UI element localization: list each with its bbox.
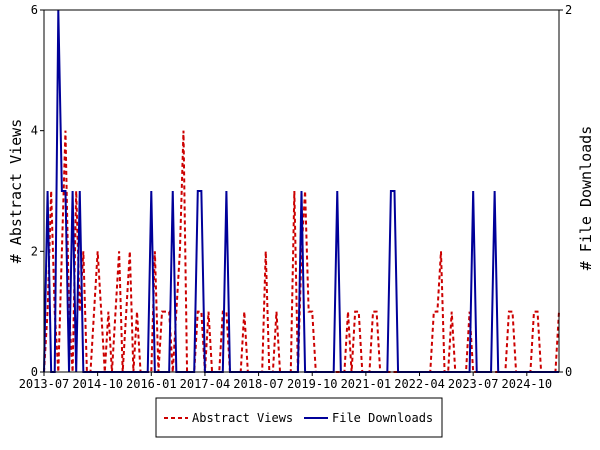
x-tick-label: 2017-04: [180, 377, 231, 391]
y-right-tick-label: 2: [565, 3, 572, 17]
axes-layer: 2013-07 2014-10 2016-01 2017-04 2018-07 2019-…: [19, 3, 573, 391]
y-left-tick-label: 2: [31, 244, 38, 258]
x-tick-label: 2021-01: [341, 377, 392, 391]
x-tick-label: 2019-10: [287, 377, 338, 391]
legend-box: [155, 397, 443, 438]
y-right-tick-label: 0: [565, 365, 572, 379]
y-left-tick-label: 0: [31, 365, 38, 379]
legend-abstract-views-label: Abstract Views: [192, 411, 293, 425]
legend-file-downloads-label: File Downloads: [332, 411, 433, 425]
x-tick-label: 2023-07: [448, 377, 499, 391]
x-tick-label: 2014-10: [72, 377, 123, 391]
y-axis-left-label: # Abstract Views: [7, 119, 25, 264]
y-left-tick-label: 4: [31, 124, 38, 138]
y-left-tick-label: 6: [31, 3, 38, 17]
x-tick-label: 2016-01: [126, 377, 177, 391]
x-tick-label: 2024-10: [502, 377, 553, 391]
series-line-abstract-views: [43, 130, 560, 373]
legend: Abstract Views File Downloads: [155, 397, 443, 438]
x-tick-label: 2018-07: [233, 377, 284, 391]
plot-frame: [43, 9, 560, 373]
x-tick-label: 2013-07: [19, 377, 70, 391]
x-tick-label: 2022-04: [394, 377, 445, 391]
y-axis-right-label: # File Downloads: [577, 126, 595, 271]
